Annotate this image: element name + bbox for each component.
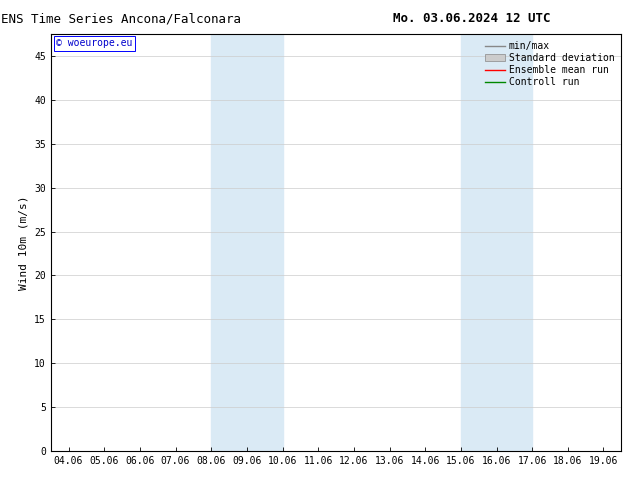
- Legend: min/max, Standard deviation, Ensemble mean run, Controll run: min/max, Standard deviation, Ensemble me…: [484, 39, 616, 89]
- Bar: [461, 34, 532, 451]
- Text: ENS Time Series Ancona/Falconara: ENS Time Series Ancona/Falconara: [1, 12, 241, 25]
- Text: Mo. 03.06.2024 12 UTC: Mo. 03.06.2024 12 UTC: [393, 12, 550, 25]
- Bar: [211, 34, 283, 451]
- Text: © woeurope.eu: © woeurope.eu: [56, 38, 133, 49]
- Y-axis label: Wind 10m (m/s): Wind 10m (m/s): [18, 196, 29, 290]
